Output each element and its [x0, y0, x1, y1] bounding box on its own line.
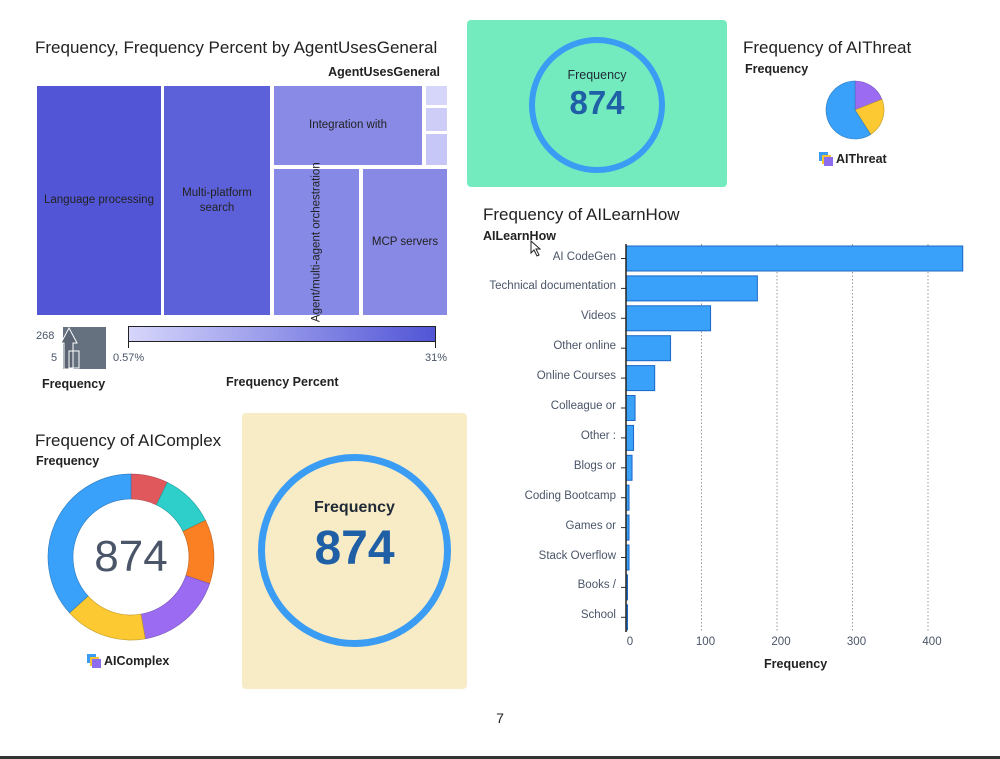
kpi-ring	[258, 454, 451, 647]
y-tick-label: Games or	[565, 519, 617, 532]
legend-label: AIThreat	[836, 151, 887, 166]
aicomplex-title: Frequency of AIComplex	[35, 431, 222, 450]
bar-y-axis: AI CodeGen Technical documentation Videos O…	[470, 244, 616, 632]
aicomplex-legend[interactable]: AIComplex	[87, 652, 169, 670]
x-tick-label: 100	[695, 636, 716, 648]
donut-segment[interactable]	[140, 575, 210, 640]
color-legend-min: 0.57%	[113, 352, 145, 364]
treemap-title: Frequency, Frequency Percent by AgentUse…	[35, 38, 438, 57]
size-legend-min: 5	[51, 352, 58, 364]
bar-x-axis: 0 100 200 300 400	[626, 636, 966, 652]
treemap-tile[interactable]: Multi-platform search	[164, 86, 270, 315]
x-tick-label: 0	[626, 636, 634, 648]
y-tick-label: Videos	[581, 310, 616, 323]
y-tick-label: Books /	[577, 579, 616, 592]
treemap-tile[interactable]	[426, 108, 447, 131]
treemap-tile[interactable]	[426, 134, 447, 165]
treemap-tile[interactable]: Language processing	[37, 86, 161, 315]
kpi-card: Frequency 874	[467, 20, 727, 187]
x-tick-label: 400	[922, 636, 942, 648]
color-legend-tick	[435, 342, 436, 348]
page-divider	[0, 756, 1000, 759]
bar[interactable]	[625, 305, 712, 332]
kpi-label: Frequency	[314, 499, 395, 516]
y-tick-label: Blogs or	[573, 459, 616, 472]
bar-plot	[621, 244, 964, 632]
color-legend-gradient	[128, 326, 436, 342]
page-number: 7	[496, 710, 504, 726]
pie-slice[interactable]	[825, 80, 872, 140]
treemap-tile[interactable]: MCP servers	[363, 169, 447, 315]
kpi-value: 874	[569, 84, 625, 121]
bar[interactable]	[625, 454, 633, 481]
aicomplex-donut	[47, 473, 215, 641]
size-legend-max: 268	[36, 330, 55, 342]
y-tick-label: Colleague or	[550, 400, 616, 412]
bar[interactable]	[625, 245, 964, 272]
legend-label: AIComplex	[104, 653, 170, 668]
kpi-card: Frequency 874	[242, 413, 467, 689]
treemap-tile[interactable]: Integration with	[274, 86, 422, 165]
treemap-group-label: AgentUsesGeneral	[328, 65, 440, 79]
size-legend-title: Frequency	[42, 377, 106, 391]
bar[interactable]	[625, 365, 656, 392]
treemap: Language processing Multi-platform searc…	[37, 86, 447, 322]
bar[interactable]	[625, 275, 758, 302]
mouse-cursor-icon	[530, 240, 542, 257]
pie-slice[interactable]	[854, 98, 885, 135]
y-tick-label: Stack Overflow	[538, 549, 616, 562]
y-tick-label: Technical documentation	[489, 280, 616, 293]
legend-icon	[819, 151, 833, 166]
donut-center-value: 874	[94, 532, 168, 581]
treemap-tile[interactable]: Agent/multi-agent orchestration	[274, 162, 359, 322]
size-legend-graphic	[60, 326, 106, 370]
legend-icon	[87, 653, 101, 668]
y-tick-label: AI CodeGen	[552, 250, 616, 263]
y-tick-label: Online Courses	[536, 370, 616, 383]
bar[interactable]	[625, 424, 635, 451]
color-legend-title: Frequency Percent	[226, 375, 339, 389]
y-tick-label: School	[580, 609, 616, 622]
y-tick-label: Other online	[553, 340, 616, 353]
x-tick-label: 200	[771, 636, 791, 648]
color-legend-max: 31%	[425, 352, 448, 364]
tile-label: Multi-platform search	[182, 187, 252, 214]
tile-label: Agent/multi-agent orchestration	[310, 162, 323, 322]
kpi-value: 874	[314, 522, 395, 575]
tile-label: MCP servers	[371, 235, 439, 248]
bar-chart-title: Frequency of AILearnHow	[483, 205, 680, 224]
aithreat-pie	[825, 80, 885, 140]
y-tick-label: Coding Bootcamp	[524, 489, 616, 502]
kpi-ring	[529, 37, 665, 173]
y-tick-label: Other :	[580, 429, 616, 442]
x-tick-label: 300	[846, 636, 867, 648]
color-legend-tick	[128, 342, 129, 348]
bar[interactable]	[625, 335, 672, 362]
treemap-tile[interactable]	[426, 86, 447, 105]
tile-label: Integration with	[309, 119, 387, 132]
bar[interactable]	[625, 395, 636, 421]
aithreat-title: Frequency of AIThreat	[743, 38, 912, 57]
bar-chart-xlabel: Frequency	[764, 657, 828, 671]
kpi-label: Frequency	[567, 68, 627, 82]
aithreat-legend[interactable]: AIThreat	[819, 150, 887, 168]
aithreat-measure-label: Frequency	[745, 62, 809, 76]
donut-segment[interactable]	[47, 473, 132, 614]
tile-label: Language processing	[44, 194, 154, 207]
bar-chart-ylabel: AILearnHow	[483, 229, 556, 243]
aicomplex-measure-label: Frequency	[36, 454, 100, 468]
